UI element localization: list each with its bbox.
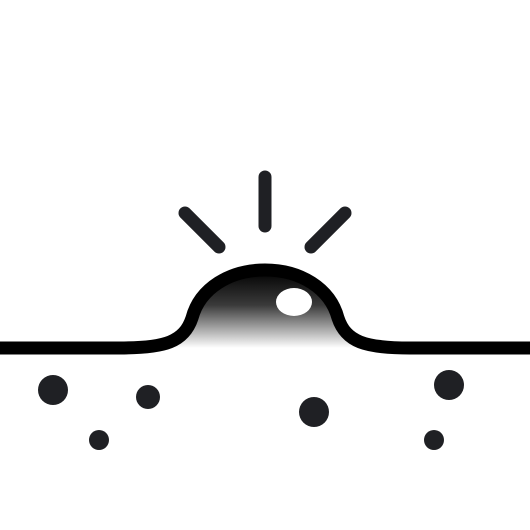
ground-dots — [38, 370, 464, 450]
ground-dot-icon — [299, 397, 329, 427]
ground-dot-icon — [434, 370, 464, 400]
sun-rays — [178, 170, 352, 254]
ground-dot-icon — [136, 385, 160, 409]
ray-right-icon — [304, 206, 352, 254]
ground-dot-icon — [89, 430, 109, 450]
horizon-line-icon — [0, 263, 530, 355]
ray-left-icon — [178, 206, 226, 254]
ground-dot-icon — [424, 430, 444, 450]
sun-highlight-icon — [276, 288, 312, 316]
ground-dot-icon — [38, 375, 68, 405]
